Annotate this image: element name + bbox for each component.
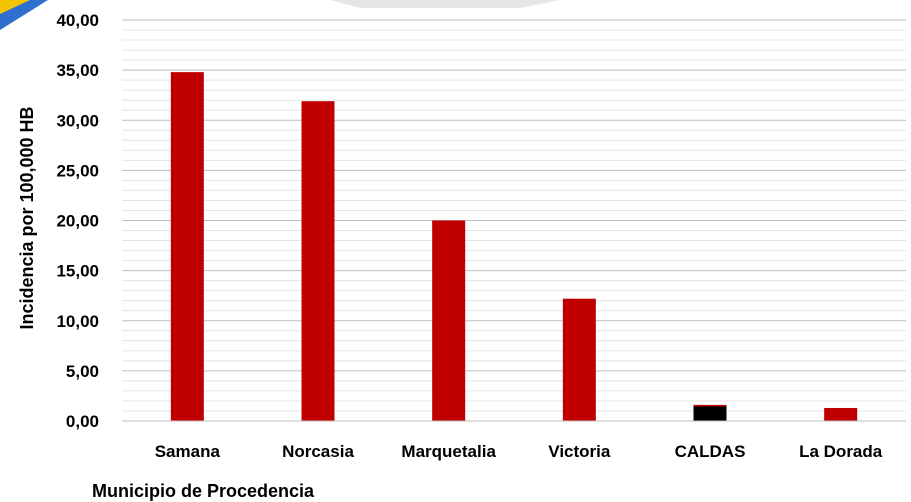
- bar-top-edge: [693, 404, 727, 407]
- y-tick-label: 40,00: [56, 11, 99, 30]
- y-tick-label: 35,00: [56, 61, 99, 80]
- y-tick-label: 25,00: [56, 161, 99, 180]
- x-tick-label: La Dorada: [799, 442, 883, 461]
- y-tick-label: 20,00: [56, 212, 99, 231]
- bar-samana: [170, 72, 204, 421]
- bar-norcasia: [301, 101, 335, 421]
- x-tick-label: Marquetalia: [401, 442, 496, 461]
- y-tick-label: 5,00: [66, 362, 99, 381]
- x-tick-label: CALDAS: [675, 442, 746, 461]
- x-tick-label: Norcasia: [282, 442, 354, 461]
- bar-la-dorada: [824, 407, 858, 421]
- x-axis-tick-labels: Samana Norcasia Marquetalia Victoria CALDAS L…: [155, 442, 883, 461]
- y-tick-label: 15,00: [56, 262, 99, 281]
- x-axis-title: Municipio de Procedencia: [92, 481, 315, 501]
- y-axis-tick-labels: 0,00 5,00 10,00 15,00 20,00 25,00 30,00 35,00 40…: [56, 11, 99, 431]
- x-tick-label: Samana: [155, 442, 221, 461]
- y-tick-label: 0,00: [66, 412, 99, 431]
- bars: [170, 72, 858, 421]
- x-tick-label: Victoria: [548, 442, 611, 461]
- y-tick-label: 10,00: [56, 312, 99, 331]
- y-tick-label: 30,00: [56, 111, 99, 130]
- y-axis-title: Incidencia por 100,000 HB: [17, 106, 37, 329]
- bar-marquetalia: [432, 220, 466, 421]
- bar-caldas: [693, 404, 727, 421]
- bar-victoria: [562, 298, 596, 421]
- gridlines: [122, 19, 906, 412]
- corner-decoration: [0, 0, 560, 30]
